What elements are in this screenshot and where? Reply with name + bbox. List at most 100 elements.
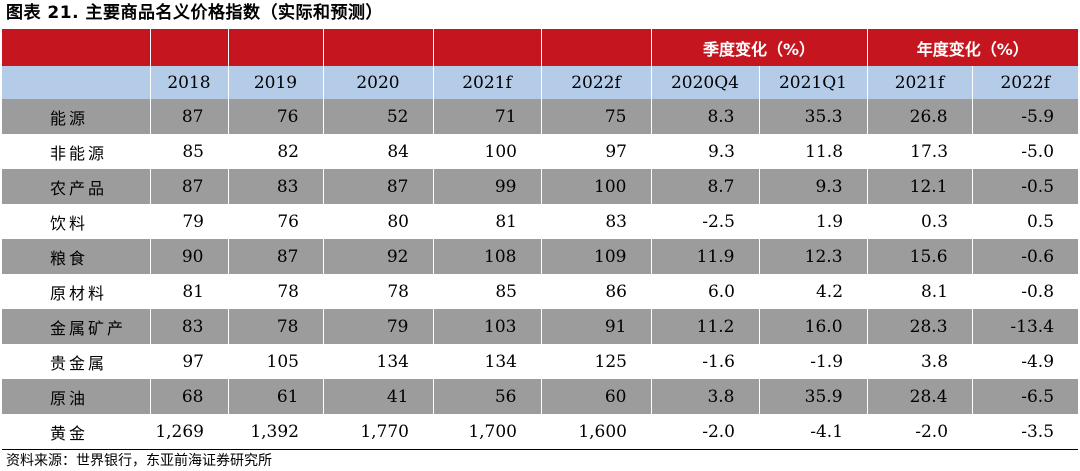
table-cell: 78 — [228, 274, 323, 309]
table-cell: 56 — [432, 379, 541, 414]
table-cell: 109 — [540, 239, 651, 274]
column-header: 2018 — [149, 66, 228, 99]
table-cell: -4.9 — [972, 344, 1079, 379]
table-row: 金属矿产 83 78 79 103 91 11.2 16.0 28.3 -13.4 — [2, 309, 1079, 344]
table-cell: 84 — [323, 134, 433, 169]
table-cell: 71 — [432, 99, 541, 134]
table-cell: 108 — [432, 239, 541, 274]
table-cell: -0.6 — [971, 239, 1079, 274]
row-label: 黄金 — [2, 414, 150, 450]
table-cell: 15.6 — [866, 239, 973, 274]
table-cell: 68 — [149, 379, 228, 414]
table-cell: 35.9 — [758, 379, 868, 414]
table-cell: 90 — [149, 239, 228, 274]
table-cell: -0.5 — [971, 169, 1079, 204]
table-cell: -1.6 — [651, 344, 759, 379]
table-cell: 82 — [228, 134, 323, 169]
table-cell: -1.9 — [759, 344, 868, 379]
table-cell: 0.5 — [972, 204, 1079, 239]
table-cell: -13.4 — [971, 309, 1079, 344]
table-cell: 91 — [540, 309, 651, 344]
table-cell: 105 — [228, 344, 323, 379]
table-cell: 11.2 — [650, 309, 759, 344]
table-cell: -0.8 — [972, 274, 1079, 309]
table-cell: -6.5 — [971, 379, 1079, 414]
table-row: 原油 68 61 41 56 60 3.8 35.9 28.4 -6.5 — [2, 379, 1079, 414]
table-cell: 103 — [432, 309, 541, 344]
table-cell: 3.8 — [650, 379, 759, 414]
row-label: 能源 — [2, 99, 150, 134]
row-label: 非能源 — [2, 134, 150, 169]
table-cell: 99 — [432, 169, 541, 204]
table-cell: 79 — [322, 309, 433, 344]
table-cell: 78 — [227, 309, 323, 344]
table-cell: 87 — [322, 169, 433, 204]
table-cell: 79 — [150, 204, 228, 239]
table-cell: 76 — [228, 204, 323, 239]
source-note: 资料来源：世界银行，东亚前海证券研究所 — [6, 453, 272, 469]
header-group-row: 季度变化（%） 年度变化（%） — [2, 29, 1079, 66]
table-cell: -5.9 — [971, 99, 1079, 134]
table-cell: 8.7 — [650, 169, 759, 204]
table-cell: 76 — [227, 99, 323, 134]
table-cell: -5.0 — [972, 134, 1079, 169]
column-header: 2022f — [971, 66, 1079, 99]
table-cell: -2.0 — [867, 414, 973, 450]
table-row: 黄金 1,269 1,392 1,770 1,700 1,600 -2.0 -4.1 -2.0-… — [2, 414, 1079, 450]
table-cell: 83 — [227, 169, 323, 204]
row-label: 贵金属 — [2, 344, 150, 379]
table-cell: 92 — [322, 239, 433, 274]
table-cell: 9.3 — [758, 169, 868, 204]
table-cell: 8.3 — [650, 99, 759, 134]
table-cell: 52 — [322, 99, 433, 134]
column-header: 2020 — [322, 66, 433, 99]
table-cell: 60 — [540, 379, 651, 414]
table-cell: -2.5 — [651, 204, 759, 239]
header-empty-cell — [2, 66, 150, 99]
row-label: 农产品 — [2, 169, 150, 204]
table-cell: 1,269 — [150, 414, 228, 450]
table-cell: 85 — [150, 134, 228, 169]
table-cell: 41 — [322, 379, 433, 414]
header-group-year: 年度变化（%） — [866, 29, 1079, 66]
table-cell: 83 — [541, 204, 651, 239]
row-label: 粮食 — [2, 239, 150, 274]
table-cell: 87 — [149, 99, 228, 134]
table-cell: 81 — [433, 204, 541, 239]
table-cell: 1,770 — [323, 414, 433, 450]
table-cell: 100 — [540, 169, 651, 204]
table-cell: 17.3 — [867, 134, 973, 169]
table-row: 农产品 87 83 87 99 100 8.7 9.3 12.1 -0.5 — [2, 169, 1079, 204]
row-label: 原油 — [2, 379, 150, 414]
table-cell: 78 — [323, 274, 433, 309]
table-row: 原材料 81 78 78 85 86 6.0 4.2 8.1 -0.8 — [2, 274, 1079, 309]
table-cell: 87 — [227, 239, 323, 274]
column-header: 2022f — [540, 66, 651, 99]
column-header: 2019 — [227, 66, 323, 99]
table-cell: 1,392 — [228, 414, 323, 450]
table-cell: 80 — [323, 204, 433, 239]
table-cell: 100 — [433, 134, 541, 169]
table-row: 贵金属 97 105 134 134 125 -1.6 -1.9 3.8 -4.9 — [2, 344, 1079, 379]
table-cell: 6.0 — [651, 274, 759, 309]
column-header: 2021f — [432, 66, 541, 99]
table-cell: 86 — [541, 274, 651, 309]
table-title: 图表 21. 主要商品名义价格指数（实际和预测） — [6, 3, 383, 23]
table-cell: 3.8 — [867, 344, 973, 379]
header-group-quarter: 季度变化（%） — [650, 29, 868, 66]
table-cell: 97 — [150, 344, 228, 379]
table-cell: 9.3 — [651, 134, 759, 169]
table-cell: 1,600 — [541, 414, 651, 450]
table-cell: 28.4 — [866, 379, 973, 414]
table-cell: 1,700 — [433, 414, 541, 450]
table-cell: 87 — [149, 169, 228, 204]
table-cell: -4.1 — [759, 414, 868, 450]
table-cell: 1.9 — [759, 204, 868, 239]
header-column-row: 2018 2019 2020 2021f 2022f 2020Q4 2021Q1… — [2, 66, 1079, 99]
table-cell: 83 — [149, 309, 228, 344]
table-row: 粮食 90 87 92 108 109 11.9 12.3 15.6 -0.6 — [2, 239, 1079, 274]
table-cell: 134 — [323, 344, 433, 379]
table-row: 饮料 79 76 80 81 83 -2.5 1.9 0.3 0.5 — [2, 204, 1079, 239]
table-cell: 85 — [433, 274, 541, 309]
table-cell: 125 — [541, 344, 651, 379]
